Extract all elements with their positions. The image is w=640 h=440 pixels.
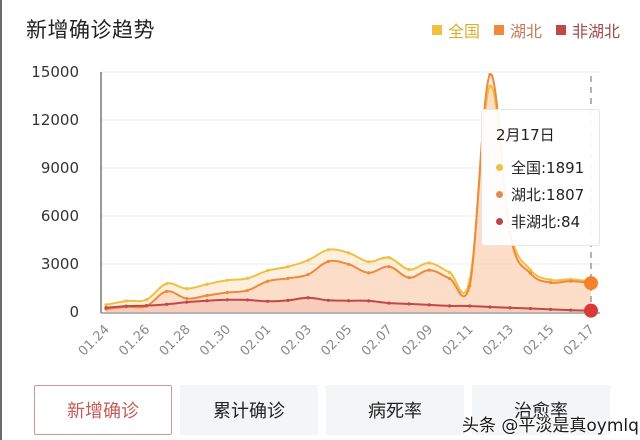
tooltip-row-hubei: 湖北:1807 <box>496 181 599 208</box>
tab-recovery-rate[interactable]: 治愈率 <box>472 385 610 435</box>
tooltip-value: 湖北:1807 <box>511 186 585 204</box>
svg-text:02.13: 02.13 <box>480 322 517 359</box>
dot-icon <box>496 191 503 198</box>
svg-text:02.03: 02.03 <box>278 322 315 359</box>
svg-text:6000: 6000 <box>41 207 79 225</box>
svg-text:01.30: 01.30 <box>197 322 234 359</box>
legend-label: 非湖北 <box>571 22 620 41</box>
dot-icon <box>496 218 503 225</box>
svg-text:02.09: 02.09 <box>399 322 436 359</box>
tab-total-confirmed[interactable]: 累计确诊 <box>180 385 318 435</box>
svg-text:02.17: 02.17 <box>561 322 598 359</box>
tooltip-value: 全国:1891 <box>511 159 585 177</box>
legend-item-national[interactable]: 全国 <box>431 18 480 42</box>
svg-text:02.11: 02.11 <box>440 322 477 359</box>
svg-text:02.15: 02.15 <box>520 322 557 359</box>
svg-text:15000: 15000 <box>31 63 79 81</box>
tooltip-value: 非湖北:84 <box>511 213 581 231</box>
legend-swatch-icon <box>431 25 442 35</box>
tab-fatality-rate[interactable]: 病死率 <box>326 385 464 435</box>
watermark: 头条 @平淡是真oymlq <box>462 416 639 436</box>
dot-icon <box>496 164 503 171</box>
svg-text:3000: 3000 <box>41 255 79 273</box>
tooltip-row-non-hubei: 非湖北:84 <box>496 208 599 235</box>
chart-title: 新增确诊趋势 <box>26 18 155 42</box>
svg-text:9000: 9000 <box>41 159 79 177</box>
y-axis-ticks: 0 3000 6000 9000 12000 15000 <box>31 63 79 321</box>
svg-text:12000: 12000 <box>31 111 79 129</box>
screen-edge <box>0 0 2 440</box>
legend-swatch-icon <box>493 25 504 35</box>
legend-item-non-hubei[interactable]: 非湖北 <box>555 18 620 42</box>
svg-text:01.28: 01.28 <box>157 322 194 359</box>
legend-item-hubei[interactable]: 湖北 <box>493 18 542 42</box>
svg-text:02.01: 02.01 <box>238 322 275 359</box>
svg-text:02.07: 02.07 <box>359 322 396 359</box>
metric-tabs: 新增确诊 累计确诊 病死率 治愈率 <box>34 385 610 435</box>
chart-tooltip: 2月17日 全国:1891 湖北:1807 非湖北:84 <box>481 109 600 246</box>
legend-swatch-icon <box>555 25 566 35</box>
hover-dots <box>584 276 598 318</box>
svg-text:02.05: 02.05 <box>318 322 355 359</box>
x-axis-ticks: 01.24 01.26 01.28 01.30 02.01 02.03 02.05 02.07… <box>76 322 598 359</box>
tooltip-row-national: 全国:1891 <box>496 154 599 181</box>
legend-label: 湖北 <box>509 22 542 41</box>
tab-new-confirmed[interactable]: 新增确诊 <box>34 385 172 435</box>
svg-text:01.24: 01.24 <box>76 322 113 359</box>
svg-text:0: 0 <box>69 303 79 321</box>
chart-legend: 全国 湖北 非湖北 <box>431 18 620 42</box>
tooltip-date: 2月17日 <box>496 126 555 144</box>
legend-label: 全国 <box>447 22 480 41</box>
svg-text:01.26: 01.26 <box>116 322 153 359</box>
